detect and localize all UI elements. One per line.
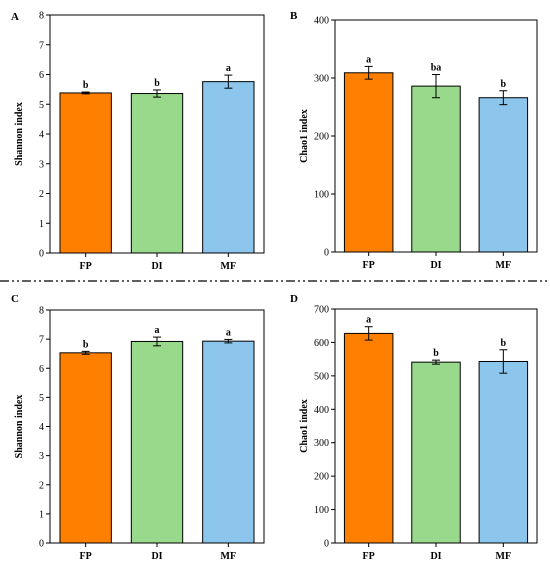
y-tick-label: 7 [39, 40, 44, 51]
y-tick-label: 8 [39, 306, 44, 317]
bar-fp [59, 352, 112, 544]
y-tick-label: 6 [39, 364, 44, 375]
y-tick-label: 1 [39, 509, 44, 520]
chart-panel-c: Cb FP a DI a MF 0 1 2 3 4 5 6 7 8 Shannon index [11, 293, 265, 562]
bar-mf [202, 81, 255, 254]
significance-letter: b [83, 339, 89, 350]
significance-letter: b [154, 78, 160, 89]
y-tick-label: 2 [39, 480, 44, 491]
x-tick-label: DI [430, 260, 441, 271]
y-tick-label: 8 [39, 11, 44, 22]
x-tick-label: FP [80, 551, 92, 562]
y-tick-label: 400 [314, 16, 329, 27]
y-axis-label: Shannon index [14, 102, 25, 166]
chart-panel-a: Ab FP b DI a MF 0 1 2 3 4 5 6 7 8 Shannon index [11, 11, 265, 272]
y-tick-label: 0 [39, 249, 44, 260]
bar-di [411, 85, 461, 253]
x-tick-label: FP [363, 551, 375, 562]
y-tick-label: 3 [39, 451, 44, 462]
y-axis-label: Shannon index [14, 395, 25, 459]
significance-letter: a [366, 315, 371, 326]
y-tick-label: 6 [39, 70, 44, 81]
y-tick-label: 200 [314, 132, 329, 143]
panel-label: C [11, 293, 19, 305]
panel-label: A [11, 11, 19, 23]
y-tick-label: 1 [39, 219, 44, 230]
y-tick-label: 2 [39, 189, 44, 200]
y-tick-label: 0 [324, 248, 329, 259]
significance-letter: b [83, 80, 89, 91]
bar-fp [343, 332, 394, 544]
significance-letter: b [501, 338, 507, 349]
y-tick-label: 600 [314, 338, 329, 349]
y-tick-label: 400 [314, 405, 329, 416]
x-tick-label: DI [151, 261, 162, 272]
y-tick-label: 100 [314, 190, 329, 201]
plot-frame [334, 308, 538, 544]
y-tick-label: 7 [39, 335, 44, 346]
bar-mf [202, 340, 255, 544]
x-tick-label: MF [221, 551, 237, 562]
x-tick-label: DI [151, 551, 162, 562]
x-tick-label: MF [221, 261, 237, 272]
y-tick-label: 3 [39, 159, 44, 170]
bar-mf [478, 360, 529, 544]
bar-fp [59, 92, 112, 254]
y-tick-label: 700 [314, 305, 329, 316]
significance-letter: a [155, 325, 160, 336]
y-tick-label: 300 [314, 438, 329, 449]
significance-letter: ba [431, 63, 442, 74]
x-tick-label: FP [80, 261, 92, 272]
bar-fp [343, 72, 394, 253]
y-tick-label: 5 [39, 393, 44, 404]
bar-di [130, 93, 184, 254]
y-tick-label: 0 [39, 539, 44, 550]
y-tick-label: 500 [314, 371, 329, 382]
y-tick-label: 200 [314, 472, 329, 483]
y-tick-label: 4 [39, 422, 44, 433]
y-axis-label: Chao1 index [299, 399, 310, 453]
x-tick-label: MF [496, 551, 512, 562]
bar-di [130, 340, 184, 544]
panel-label: B [290, 10, 298, 22]
significance-letter: a [226, 63, 231, 74]
x-tick-label: FP [363, 260, 375, 271]
significance-letter: a [226, 327, 231, 338]
y-tick-label: 5 [39, 100, 44, 111]
significance-letter: b [501, 79, 507, 90]
bar-mf [478, 97, 529, 253]
x-tick-label: DI [430, 551, 441, 562]
significance-letter: b [433, 348, 439, 359]
y-axis-label: Chao1 index [299, 109, 310, 163]
bar-di [411, 361, 461, 544]
significance-letter: a [366, 54, 371, 65]
y-tick-label: 100 [314, 505, 329, 516]
y-tick-label: 4 [39, 130, 44, 141]
y-tick-label: 300 [314, 74, 329, 85]
x-tick-label: MF [496, 260, 512, 271]
chart-panel-b: Ba FP ba DI b MF 0 100 200 300 400 Chao1 index [290, 10, 538, 271]
chart-panel-d: Da FP b DI b MF 0 100 200 300 400 500 600 700 Chao1 in… [290, 293, 538, 562]
y-tick-label: 0 [324, 539, 329, 550]
panel-label: D [290, 293, 298, 305]
